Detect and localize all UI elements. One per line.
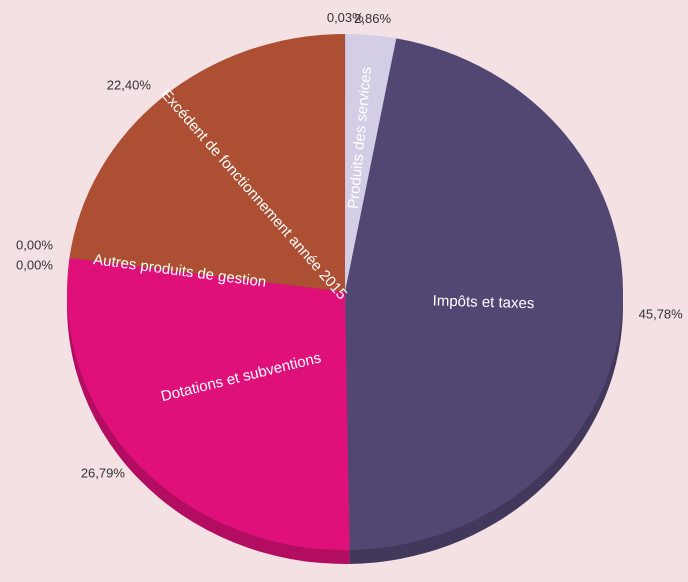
slice-label: Impôts et taxes — [432, 292, 534, 312]
value-label: 45,78% — [639, 307, 684, 322]
value-label: 2,86% — [354, 11, 391, 26]
slice — [345, 38, 623, 550]
slice — [345, 34, 397, 292]
value-label: 0,00% — [16, 237, 53, 252]
slice — [345, 34, 346, 292]
slice — [67, 257, 350, 550]
value-label: 22,40% — [107, 78, 152, 93]
value-label: 0,03% — [327, 10, 364, 25]
value-label: 26,79% — [81, 465, 126, 480]
value-label: 0,00% — [16, 257, 53, 272]
slice — [69, 34, 345, 292]
